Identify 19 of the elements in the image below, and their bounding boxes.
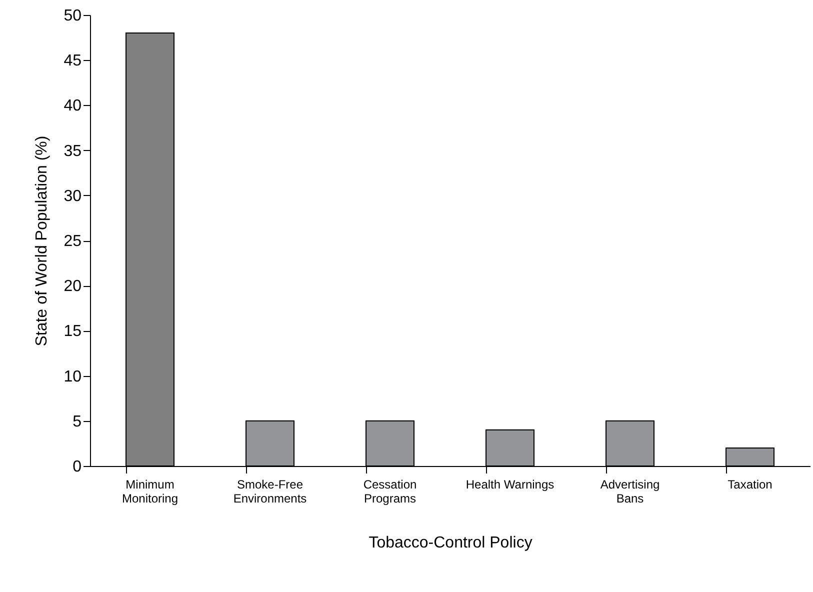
x-tick-label: Cessation Programs bbox=[363, 478, 417, 506]
y-tick-label: 25 bbox=[64, 233, 82, 250]
x-axis-title: Tobacco-Control Policy bbox=[368, 534, 532, 552]
x-tick-label: Advertising Bans bbox=[600, 478, 660, 506]
x-tick-label: Taxation bbox=[728, 478, 772, 492]
y-tick-label: 15 bbox=[64, 323, 82, 340]
x-tick-label: Minimum Monitoring bbox=[122, 478, 178, 506]
y-tick-label: 0 bbox=[72, 458, 82, 476]
y-tick-label: 20 bbox=[64, 278, 82, 296]
x-tick-label: Health Warnings bbox=[466, 478, 554, 492]
y-tick-label: 35 bbox=[64, 142, 82, 160]
y-tick-label: 40 bbox=[64, 98, 82, 115]
x-tick-label: Smoke-Free Environments bbox=[233, 478, 307, 506]
y-tick-label: 30 bbox=[64, 188, 82, 205]
y-tick-label: 5 bbox=[72, 413, 82, 430]
y-tick-label: 50 bbox=[64, 8, 82, 24]
y-tick-label: 45 bbox=[64, 52, 82, 70]
y-tick-label: 10 bbox=[64, 368, 82, 386]
y-axis-title: State of World Population (%) bbox=[34, 136, 51, 346]
